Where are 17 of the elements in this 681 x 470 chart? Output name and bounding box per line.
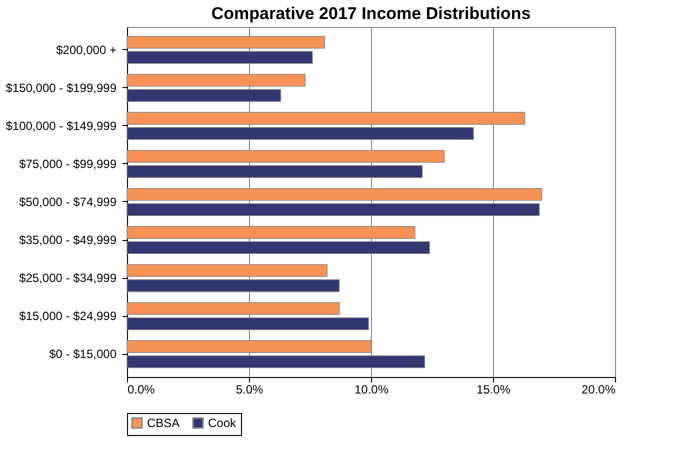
x-tick-label: 15.0%: [476, 382, 511, 396]
y-tick-label: $50,000 - $74,999: [19, 195, 117, 209]
x-tick-label: 20.0%: [581, 382, 616, 396]
y-tick-label: $200,000 +: [56, 42, 116, 57]
legend-label: CBSA: [147, 416, 180, 430]
y-tick-label: $15,000 - $24,999: [19, 309, 117, 324]
y-tick-label: $0 - $15,000: [49, 347, 117, 362]
x-tick-label: 5.0%: [236, 382, 264, 396]
x-tick-label: 10.0%: [354, 382, 389, 396]
y-tick-label: $35,000 - $49,999: [19, 233, 117, 248]
y-tick-label: $25,000 - $34,999: [19, 271, 117, 286]
chart-title: Comparative 2017 Income Distributions: [211, 4, 531, 23]
y-tick-label: $100,000 - $149,999: [6, 118, 117, 133]
legend-label: Cook: [208, 416, 238, 430]
y-tick-label: $150,000 - $199,999: [6, 80, 117, 95]
y-tick-label: $75,000 - $99,999: [19, 156, 117, 171]
x-tick-label: 0.0%: [128, 382, 156, 396]
